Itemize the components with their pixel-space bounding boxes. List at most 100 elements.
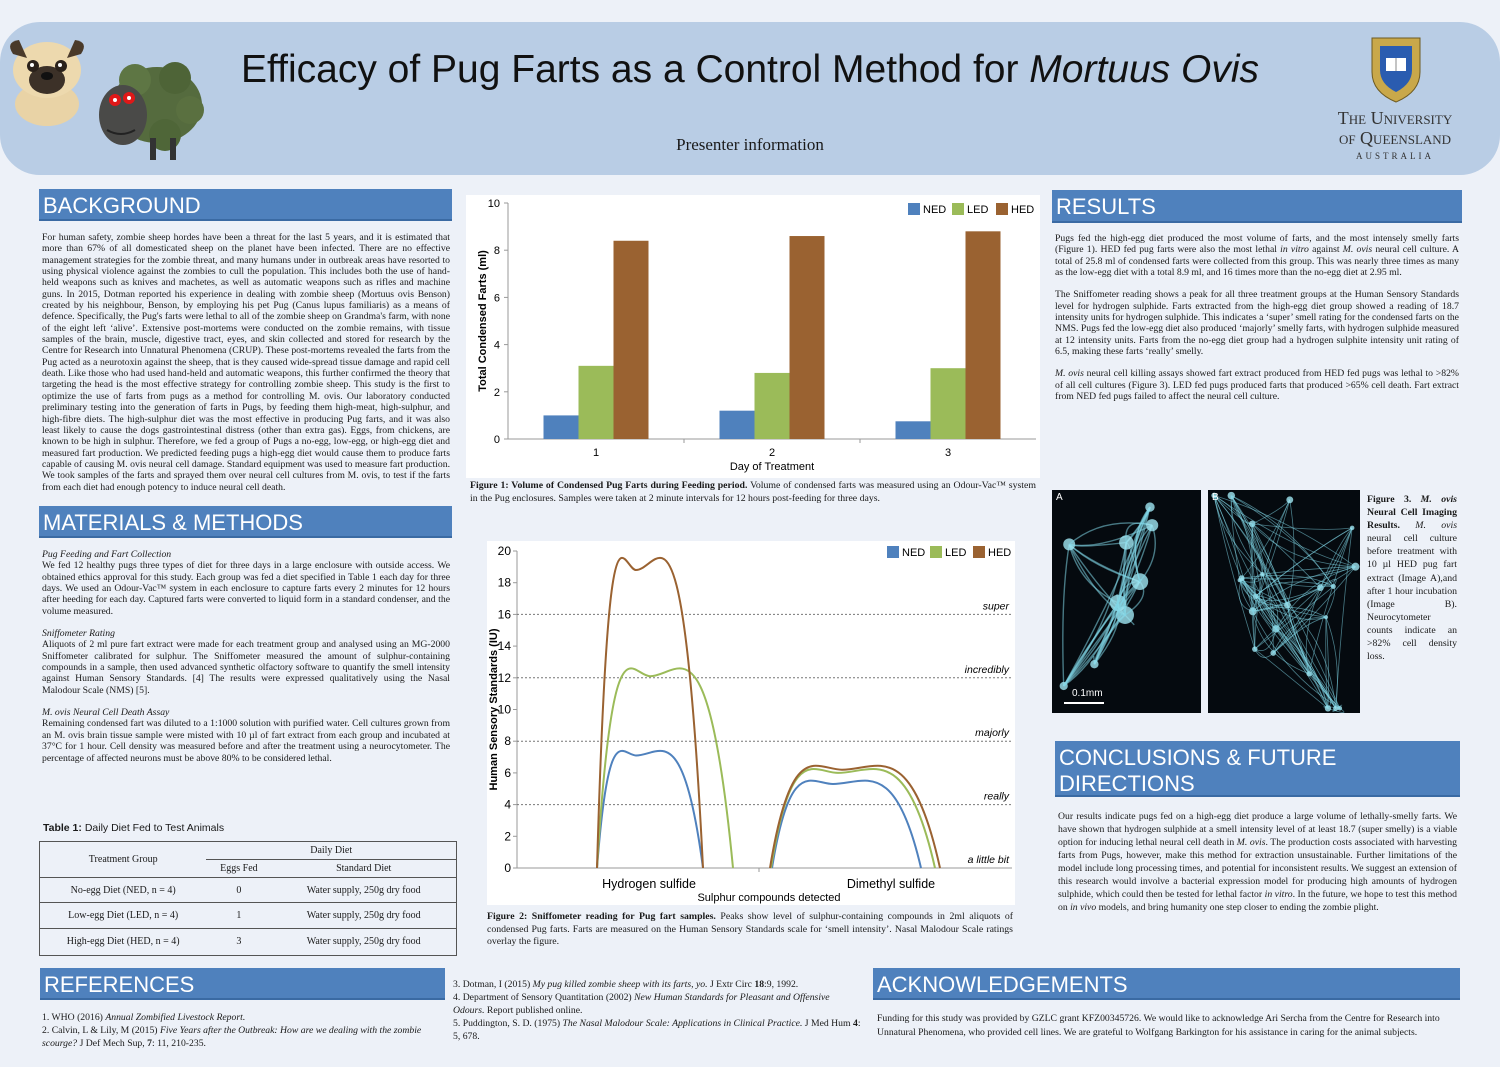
neurite — [1068, 522, 1153, 545]
legend-label: LED — [945, 547, 966, 559]
col-header-group: Treatment Group — [88, 854, 158, 865]
neurite — [1063, 602, 1119, 687]
figure-1-caption-text: Volume of condensed farts was measured u… — [470, 480, 1036, 504]
bar-ned — [719, 410, 755, 439]
neurite — [1231, 495, 1334, 587]
legend-swatch-ned — [908, 203, 920, 215]
y-tick-label: 14 — [498, 639, 512, 653]
methods-subheading: Pug Feeding and Fart Collection — [42, 549, 172, 560]
curve-led — [596, 667, 734, 869]
neurite — [1230, 495, 1288, 606]
text-run: Our results indicate pugs fed on a high-… — [1058, 811, 1457, 848]
legend-swatch-hed — [996, 203, 1008, 215]
neurite — [1252, 566, 1356, 612]
acknowledgements-heading: ACKNOWLEDGEMENTS — [873, 968, 1460, 1000]
neurite — [1213, 495, 1356, 568]
text-run: M. ovis — [1415, 520, 1458, 532]
neurite — [1214, 495, 1356, 567]
y-tick-label: 0 — [504, 861, 511, 875]
neurite — [1287, 605, 1341, 709]
neurite — [1213, 495, 1263, 575]
x-tick-label: 2 — [769, 447, 775, 459]
pug-illustration — [10, 40, 84, 126]
text-run: My pug killed zombie sheep with its fart… — [532, 979, 708, 990]
scale-bar-label: 0.1mm — [1072, 688, 1103, 699]
text-run — [1400, 520, 1415, 531]
methods-paragraph: Remaining condensed fart was diluted to … — [42, 718, 450, 764]
neurite — [1286, 605, 1336, 709]
figure-3-caption: Figure 3. M. ovis Neural Cell Imaging Re… — [1367, 493, 1457, 663]
legend-label: LED — [967, 204, 988, 216]
legend-swatch-led — [930, 546, 942, 558]
results-paragraph: M. ovis neural cell killing assays showe… — [1055, 368, 1459, 402]
neurite — [1213, 495, 1243, 579]
text-run: Five Years after the Outbreak: How are w… — [42, 1025, 422, 1049]
text-run: 4 — [852, 1018, 858, 1029]
references-list-2: 3. Dotman, I (2015) My pug killed zombie… — [453, 978, 863, 1043]
cell-eggs: 1 — [236, 910, 242, 921]
neurite — [1252, 523, 1353, 530]
image-a-label: A — [1056, 492, 1063, 503]
reference-label: a little bit — [968, 854, 1011, 866]
legend-label: NED — [902, 547, 925, 559]
university-crest-icon — [1371, 37, 1421, 103]
poster-title: Efficacy of Pug Farts as a Control Metho… — [150, 48, 1350, 92]
bar-led — [930, 368, 966, 439]
col-header-daily: Daily Diet — [206, 842, 456, 860]
results-paragraph: Pugs fed the high-egg diet produced the … — [1055, 233, 1459, 278]
background-text: For human safety, zombie sheep hordes ha… — [42, 232, 450, 493]
text-run: Annual Zombified Livestock Report. — [105, 1012, 246, 1023]
text-run: in vivo — [1070, 902, 1097, 913]
neuron-body — [1131, 573, 1149, 590]
reference-item: 3. Dotman, I (2015) My pug killed zombie… — [453, 978, 863, 991]
neurite — [1327, 707, 1345, 713]
neuron-body — [1351, 562, 1360, 571]
neurite — [1335, 527, 1353, 709]
text-run: 3. Dotman, I (2015) — [453, 979, 533, 990]
cell-group: High-egg Diet (HED, n = 4) — [66, 936, 180, 948]
text-run: in vitro — [1280, 244, 1309, 256]
figure-1-caption-title: Figure 1: Volume of Condensed Pug Farts … — [470, 480, 748, 491]
neuron-body — [1284, 601, 1291, 609]
neurite — [1241, 577, 1329, 709]
microscopy-image-b: B — [1208, 490, 1360, 713]
y-tick-label: 0 — [494, 434, 500, 446]
figure-2-line-chart: 0 2 4 6 8 10 12 14 16 18 20 super incredibly majorly r… — [487, 541, 1015, 905]
y-tick-label: 6 — [504, 766, 511, 780]
text-run: J Med Hum — [802, 1018, 853, 1029]
neurite — [1241, 577, 1310, 675]
text-run: 2. Calvin, L & Lily, M (2015) — [42, 1025, 160, 1036]
y-tick-label: 8 — [494, 245, 500, 257]
text-run: The Sniffometer reading shows a peak for… — [1055, 289, 1459, 358]
y-tick-label: 18 — [498, 576, 512, 590]
neurite — [1231, 495, 1334, 587]
y-tick-label: 2 — [504, 829, 511, 843]
microscopy-image-a: A 0.1mm — [1052, 490, 1201, 713]
text-run: New Human Standards for Pleasant and Off… — [453, 992, 830, 1016]
text-run: M. ovis — [1236, 837, 1266, 848]
text-run: Pugs fed the high-egg diet produced the … — [1055, 233, 1459, 256]
legend-label: NED — [923, 204, 946, 216]
neurite — [1251, 523, 1356, 568]
neurite — [1063, 542, 1127, 687]
reference-label: really — [984, 791, 1010, 803]
text-run: J Extr Circ — [707, 979, 755, 990]
figure-2-caption-text: Peaks show level of sulphur-containing c… — [487, 911, 1013, 948]
acknowledgements-text: Funding for this study was provided by G… — [877, 1013, 1440, 1038]
x-tick-label: Hydrogen sulfide — [602, 877, 696, 891]
bar-led — [578, 365, 614, 439]
text-run: Figure 3. — [1367, 494, 1421, 505]
text-run: M. ovis — [1342, 244, 1373, 256]
reference-item: 5. Puddington, S. D. (1975) The Nasal Ma… — [453, 1017, 863, 1043]
logo-line-2: of Queensland — [1338, 128, 1452, 148]
neurite — [1325, 617, 1330, 709]
legend-label: HED — [1011, 204, 1034, 216]
figure-2-caption-title: Figure 2: Sniffometer reading for Pug fa… — [487, 911, 716, 922]
text-run: : 11, 210-235. — [151, 1038, 206, 1049]
y-tick-label: 16 — [498, 607, 512, 621]
neurite — [1254, 587, 1321, 650]
neuron-body — [1146, 519, 1159, 532]
title-species: Mortuus Ovis — [1029, 48, 1260, 91]
neuron-body — [1090, 660, 1099, 669]
